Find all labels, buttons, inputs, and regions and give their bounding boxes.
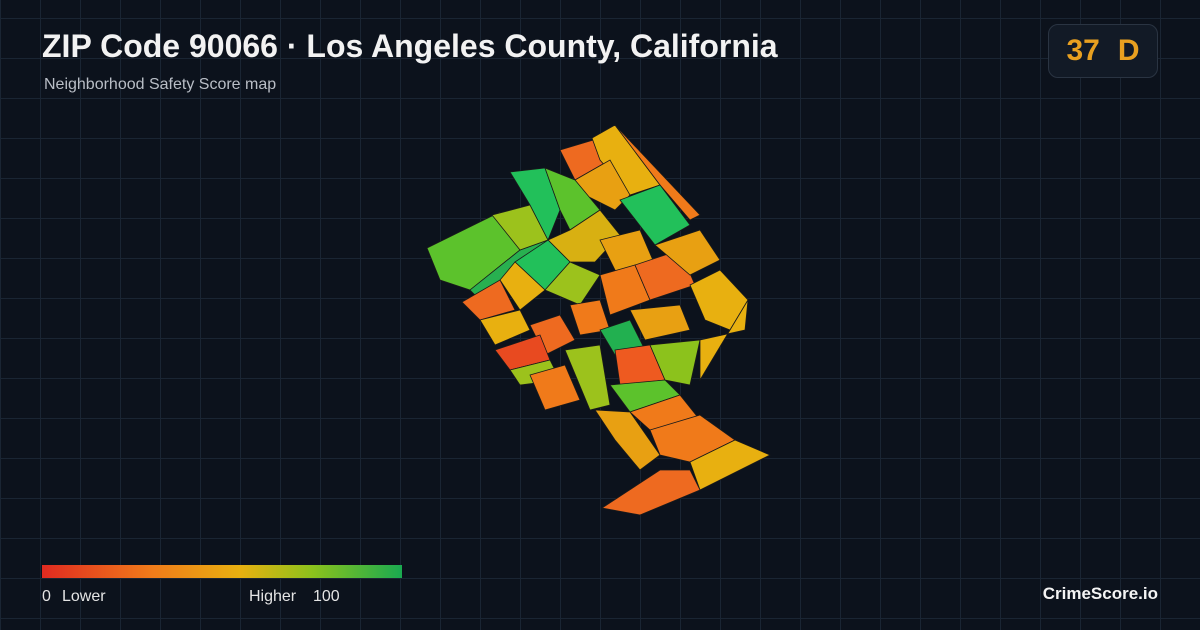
area	[509, 167, 561, 241]
area	[619, 184, 691, 246]
legend-max-label: Higher	[249, 588, 297, 605]
score-value: 37	[1066, 34, 1100, 67]
legend-gradient	[42, 565, 402, 578]
area	[654, 229, 721, 276]
area	[689, 439, 771, 491]
area	[614, 124, 701, 221]
score-grade: D	[1117, 34, 1140, 67]
area	[629, 304, 691, 341]
area	[699, 299, 749, 382]
subtitle: Neighborhood Safety Score map	[44, 76, 277, 93]
area	[600, 469, 701, 516]
score-badge: 37 D	[1048, 24, 1158, 78]
area	[461, 279, 516, 321]
legend-min-label: Lower	[62, 588, 106, 605]
area	[564, 344, 611, 411]
area	[594, 409, 661, 471]
legend-max: 100	[313, 588, 340, 605]
area	[529, 364, 581, 411]
brand: CrimeScore.io	[1042, 584, 1158, 603]
legend-min: 0	[42, 588, 51, 605]
area	[479, 309, 531, 346]
area	[591, 124, 661, 196]
area	[649, 339, 701, 386]
title: ZIP Code 90066 · Los Angeles County, Cal…	[42, 28, 778, 64]
